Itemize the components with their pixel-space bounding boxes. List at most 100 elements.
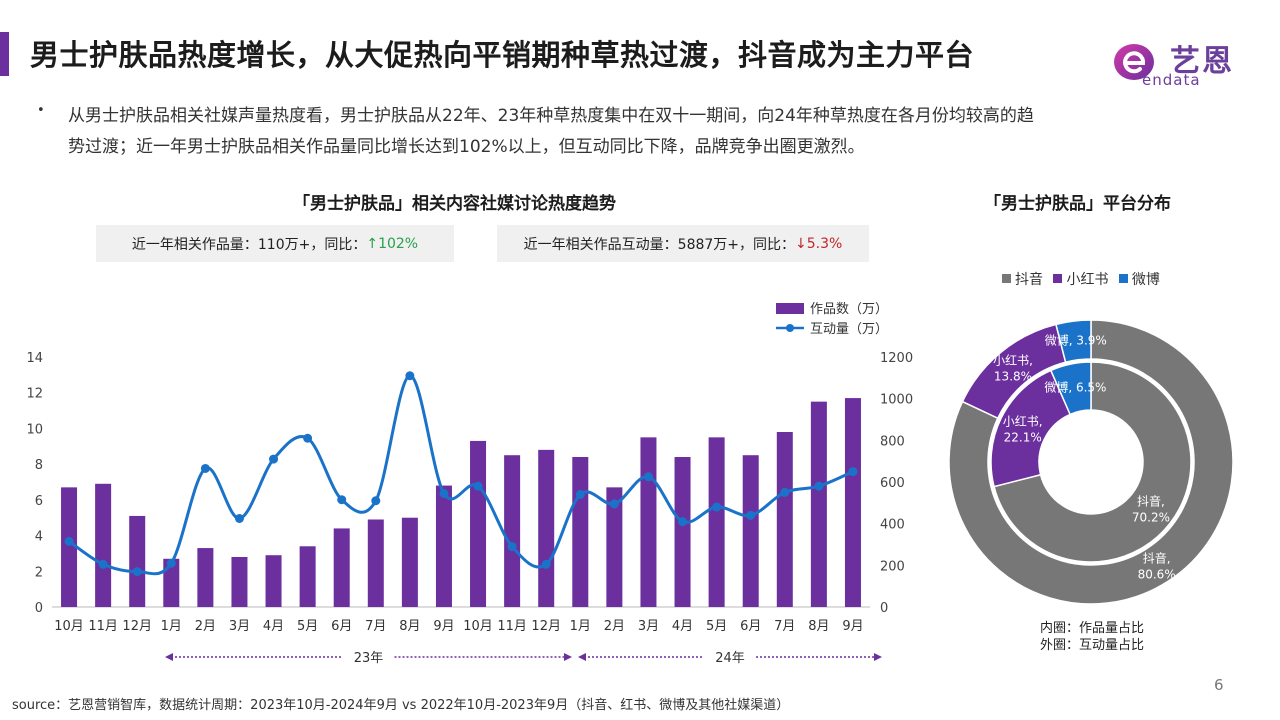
legend-douyin: 抖音 — [1002, 269, 1043, 289]
legend-weibo: 微博 — [1118, 269, 1160, 289]
line-point-5 — [234, 513, 244, 523]
x-tick-label: 5月 — [297, 619, 318, 634]
line-point-22 — [814, 481, 824, 491]
legend-line-dot — [786, 324, 794, 332]
bar-works-2 — [129, 515, 146, 607]
stat-works-label: 近一年相关作品量：110万+，同比： — [131, 236, 367, 253]
bar-works-9 — [367, 519, 384, 607]
x-tick-label: 3月 — [229, 619, 250, 634]
legend-xiaohongshu: 小红书 — [1053, 269, 1108, 289]
y-left-tick-label: 10 — [26, 422, 43, 437]
bar-works-11 — [435, 485, 452, 607]
x-tick-label: 3月 — [638, 619, 659, 634]
bar-works-10 — [401, 517, 418, 607]
bar-works-5 — [231, 557, 248, 607]
x-tick-label: 2月 — [195, 619, 216, 634]
bar-works-14 — [538, 449, 555, 607]
platform-chart-title: 「男士护肤品」平台分布 — [984, 194, 1171, 214]
bar-works-13 — [504, 455, 521, 607]
x-tick-label: 1月 — [161, 619, 182, 634]
bar-works-0 — [61, 487, 78, 607]
y-left-tick-label: 14 — [26, 351, 43, 366]
x-tick-label: 1月 — [570, 619, 591, 634]
y-left-tick-label: 4 — [35, 530, 43, 545]
page-number: 6 — [1214, 676, 1224, 694]
year-24-arrow-left — [578, 653, 586, 661]
line-interactions — [68, 374, 854, 576]
inner-label-1: 小红书, — [1003, 414, 1043, 429]
bar-works-3 — [163, 558, 180, 607]
line-point-9 — [371, 496, 381, 506]
inner-label-0: 抖音, — [1137, 494, 1165, 509]
stat-works-value: ↑102% — [366, 235, 419, 252]
line-point-10 — [405, 371, 415, 381]
line-point-0 — [64, 536, 74, 546]
y-right-tick-label: 1000 — [880, 393, 913, 408]
bar-works-17 — [640, 437, 657, 607]
outer-label-2: 微博, 3.9% — [1045, 332, 1107, 347]
outer-label-0: 抖音, — [1143, 550, 1171, 565]
x-tick-label: 7月 — [365, 619, 386, 634]
outer-slice-2 — [1055, 319, 1092, 364]
line-point-12 — [473, 481, 483, 491]
year-23-arrow-left — [165, 653, 173, 661]
line-point-7 — [303, 433, 313, 443]
y-right-tick-label: 600 — [880, 476, 905, 491]
line-point-2 — [132, 567, 142, 577]
stat-interact-value: ↓5.3% — [795, 235, 843, 252]
inner-value-0: 70.2% — [1132, 511, 1170, 525]
y-left-tick-label: 2 — [35, 565, 43, 580]
line-point-11 — [439, 488, 449, 498]
y-left-tick-label: 12 — [26, 387, 43, 402]
summary-text: 从男士护肤品相关社媒声量热度看，男士护肤品从22年、23年种草热度集中在双十一期… — [68, 106, 1034, 157]
legend-line-label: 互动量（万） — [810, 322, 888, 337]
line-point-20 — [746, 510, 756, 520]
source-note: source：艺恩营销智库，数据统计周期：2023年10月-2024年9月 vs… — [12, 698, 790, 713]
platform-donut-chart: 抖音, 70.2% 小红书, 22.1% 微博, 6.5% 抖音, 80.6% 小红书, 13.… — [948, 319, 1234, 605]
x-tick-label: 6月 — [331, 619, 352, 634]
bar-works-22 — [810, 401, 827, 607]
bar-works-16 — [606, 487, 623, 607]
x-tick-label: 9月 — [433, 619, 454, 634]
inner-slice-0 — [993, 361, 1192, 563]
inner-label-2: 微博, 6.5% — [1044, 380, 1106, 395]
year-24-label: 24年 — [715, 651, 745, 666]
endata-logo-icon — [1114, 44, 1154, 80]
line-point-4 — [200, 463, 210, 473]
line-point-17 — [643, 472, 653, 482]
x-tick-label: 4月 — [672, 619, 693, 634]
bar-works-23 — [844, 398, 861, 607]
pie-note: 内圈：作品量占比 外圈：互动量占比 — [1040, 620, 1144, 654]
stat-box-interact: 近一年相关作品互动量：5887万+，同比： ↓5.3% — [497, 225, 869, 262]
bar-works-12 — [470, 440, 487, 607]
x-tick-label: 7月 — [774, 619, 795, 634]
bar-works-6 — [265, 555, 282, 607]
inner-value-1: 22.1% — [1004, 431, 1042, 445]
line-point-21 — [780, 487, 790, 497]
line-point-3 — [166, 558, 176, 568]
line-point-6 — [269, 454, 279, 464]
year-23-arrow-right — [564, 653, 572, 661]
page-title: 男士护肤品热度增长，从大促热向平销期种草热过渡，抖音成为主力平台 — [30, 38, 975, 72]
x-tick-label: 8月 — [808, 619, 829, 634]
pie-legend: 抖音 小红书 微博 — [1002, 269, 1160, 289]
line-point-8 — [337, 495, 347, 505]
bar-works-1 — [95, 483, 112, 607]
bar-works-4 — [197, 548, 214, 607]
bar-works-20 — [742, 455, 759, 607]
line-point-14 — [541, 559, 551, 569]
x-tick-label: 2月 — [604, 619, 625, 634]
stat-interact-label: 近一年相关作品互动量：5887万+，同比： — [523, 236, 796, 253]
title-accent-bar — [0, 32, 9, 76]
y-right-tick-label: 200 — [880, 559, 905, 574]
x-tick-label: 10月 — [463, 619, 493, 634]
logo-en-text: endata — [1142, 71, 1201, 89]
line-point-15 — [575, 490, 585, 499]
x-tick-label: 5月 — [706, 619, 727, 634]
pie-note-outer: 外圈：互动量占比 — [1040, 638, 1145, 653]
line-point-23 — [848, 467, 858, 477]
logo-cn-text: 艺恩 — [1170, 44, 1234, 79]
legend-bar-label: 作品数（万） — [810, 302, 888, 317]
line-point-18 — [678, 517, 688, 527]
y-right-tick-label: 800 — [880, 434, 905, 449]
